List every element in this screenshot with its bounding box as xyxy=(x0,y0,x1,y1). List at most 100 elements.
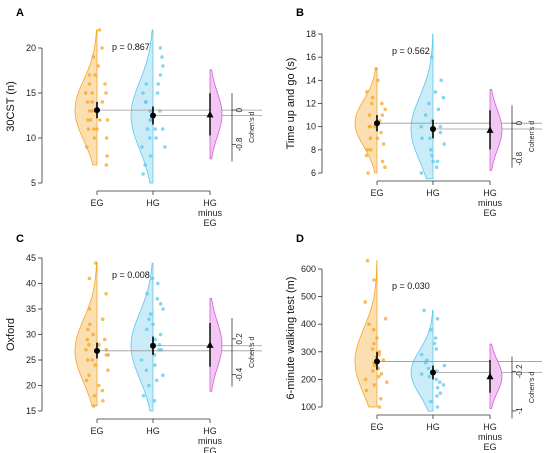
y-tick-label: 16 xyxy=(306,52,316,62)
data-point-HG xyxy=(441,383,446,387)
data-point-HG xyxy=(437,380,442,385)
violin-EG xyxy=(354,68,378,174)
data-point-HG xyxy=(431,159,435,164)
data-point-HG xyxy=(426,366,431,371)
data-point-HG xyxy=(147,317,151,322)
data-point-EG xyxy=(369,101,374,106)
mean-point-EG xyxy=(374,358,380,365)
data-point-HG xyxy=(160,55,164,59)
data-point-EG xyxy=(85,100,90,104)
data-point-HG xyxy=(139,358,144,362)
data-point-HG xyxy=(155,297,160,301)
y-tick-label: 500 xyxy=(301,292,316,302)
x-tick-label: HG minus EG xyxy=(198,198,223,228)
data-point-EG xyxy=(91,404,96,408)
data-point-EG xyxy=(87,373,91,378)
x-tick-label: HG xyxy=(426,188,440,198)
data-point-EG xyxy=(84,378,89,383)
data-point-HG xyxy=(141,172,145,176)
data-point-EG xyxy=(364,388,369,393)
d-tick-label: -0.2 xyxy=(515,364,524,378)
data-point-HG xyxy=(434,347,439,351)
data-point-HG xyxy=(158,73,163,77)
data-point-HG xyxy=(433,336,438,340)
diff-distribution xyxy=(209,297,223,392)
data-point-EG xyxy=(381,142,386,146)
data-point-EG xyxy=(104,291,108,296)
data-point-HG xyxy=(161,307,165,311)
data-point-EG xyxy=(83,91,88,95)
data-point-EG xyxy=(372,383,377,387)
data-point-EG xyxy=(103,82,107,86)
cohens-d-label: Cohen's d xyxy=(249,337,256,368)
data-point-EG xyxy=(376,78,380,83)
data-point-HG xyxy=(442,142,447,146)
mean-point-HG xyxy=(150,112,156,119)
data-point-HG xyxy=(432,341,437,346)
data-point-EG xyxy=(105,154,109,158)
data-point-HG xyxy=(419,171,424,175)
data-point-HG xyxy=(436,107,441,112)
data-point-EG xyxy=(98,118,102,122)
data-point-HG xyxy=(423,113,428,117)
p-value-label: p = 0.030 xyxy=(392,281,430,291)
y-axis-label: Oxford xyxy=(5,318,17,351)
data-point-HG xyxy=(161,373,165,378)
violin-EG xyxy=(74,262,98,407)
data-point-EG xyxy=(365,148,370,152)
data-point-HG xyxy=(160,127,165,131)
panel-label: A xyxy=(16,7,24,19)
data-point-EG xyxy=(86,327,90,332)
data-point-EG xyxy=(363,300,368,304)
data-point-HG xyxy=(143,100,148,104)
data-point-HG xyxy=(419,124,424,129)
data-point-HG xyxy=(145,127,150,131)
data-point-EG xyxy=(87,307,92,311)
d-tick-label: 0.2 xyxy=(235,333,244,345)
diff-distribution xyxy=(489,343,503,409)
data-point-EG xyxy=(86,127,91,131)
data-point-EG xyxy=(87,73,92,77)
data-point-HG xyxy=(435,394,439,398)
data-point-EG xyxy=(363,377,368,382)
diff-mean-marker xyxy=(206,110,214,118)
data-point-HG xyxy=(141,393,146,398)
data-point-EG xyxy=(368,148,373,152)
data-point-EG xyxy=(375,136,380,141)
data-point-EG xyxy=(375,336,379,340)
y-tick-label: 10 xyxy=(26,133,36,143)
data-point-EG xyxy=(372,363,377,368)
y-tick-label: 300 xyxy=(301,347,316,357)
data-point-HG xyxy=(150,276,155,281)
y-tick-label: 18 xyxy=(306,29,316,39)
data-point-EG xyxy=(95,127,99,131)
data-point-HG xyxy=(143,163,147,167)
data-point-HG xyxy=(155,91,160,95)
y-tick-label: 100 xyxy=(301,402,316,412)
y-tick-label: 6 xyxy=(311,168,316,178)
y-tick-label: 20 xyxy=(26,381,36,391)
data-point-HG xyxy=(141,91,145,95)
data-point-HG xyxy=(439,78,444,83)
data-point-HG xyxy=(144,368,149,373)
y-axis-label: Time up and go (s) xyxy=(285,58,297,150)
y-tick-label: 35 xyxy=(26,304,36,314)
data-point-EG xyxy=(84,145,89,149)
data-point-HG xyxy=(435,159,440,164)
data-point-EG xyxy=(364,153,369,158)
diff-mean-marker xyxy=(486,372,494,380)
x-tick-label: EG xyxy=(370,188,383,198)
data-point-EG xyxy=(97,342,101,347)
x-tick-label: HG minus EG xyxy=(478,422,503,452)
mean-point-HG xyxy=(150,342,156,349)
data-point-HG xyxy=(422,308,426,313)
data-point-EG xyxy=(371,327,376,332)
data-point-EG xyxy=(383,107,388,112)
data-point-EG xyxy=(92,127,96,131)
data-point-EG xyxy=(90,100,94,104)
violin-EG xyxy=(74,29,98,166)
data-point-HG xyxy=(156,82,160,86)
data-point-EG xyxy=(100,388,105,393)
data-point-HG xyxy=(429,55,434,59)
data-point-EG xyxy=(100,46,104,50)
